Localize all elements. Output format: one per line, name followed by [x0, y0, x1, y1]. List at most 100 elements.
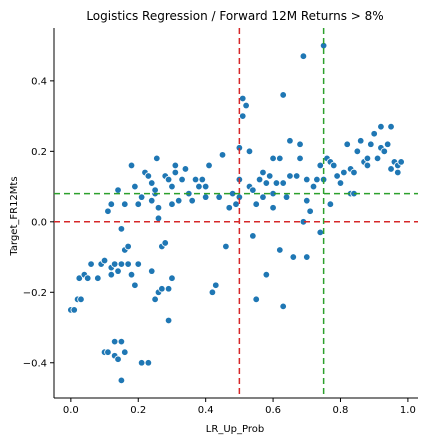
data-point [387, 122, 395, 131]
data-point [286, 137, 294, 145]
data-point [296, 140, 304, 148]
data-point [205, 161, 213, 170]
data-point [353, 147, 362, 156]
data-point [218, 151, 227, 159]
data-point [114, 267, 122, 275]
y-tick-label: −0.4 [23, 358, 47, 369]
data-point [161, 239, 169, 247]
data-point [387, 165, 395, 173]
data-point [121, 200, 129, 208]
data-point [134, 260, 142, 268]
data-point [104, 348, 112, 356]
data-point [316, 161, 324, 170]
data-point [303, 175, 311, 184]
data-point [269, 204, 277, 212]
data-point [249, 232, 257, 240]
data-point [107, 200, 115, 208]
data-point [144, 359, 153, 367]
data-point [164, 175, 173, 184]
data-point [296, 154, 304, 163]
data-point [164, 285, 173, 293]
data-point [225, 204, 233, 212]
data-point [306, 207, 314, 215]
data-point [303, 253, 311, 261]
data-point [195, 182, 203, 191]
data-point [279, 302, 287, 311]
data-point [201, 182, 210, 191]
data-point [252, 200, 260, 208]
data-point [397, 158, 405, 166]
x-axis-label: LR_Up_Prob [206, 424, 264, 435]
data-point [77, 295, 85, 304]
data-point [377, 122, 385, 131]
data-point [114, 186, 122, 194]
data-point [286, 172, 294, 180]
data-point [124, 260, 132, 268]
x-tick-label: 0.4 [198, 405, 214, 416]
data-point [330, 161, 338, 170]
data-point [164, 316, 173, 325]
data-point [94, 274, 102, 282]
data-point [151, 295, 159, 304]
data-point [127, 270, 136, 279]
data-point [87, 260, 95, 268]
data-point [242, 101, 250, 110]
data-point [269, 154, 277, 163]
data-points [67, 41, 405, 385]
chart-title: Logistics Regression / Forward 12M Retur… [86, 9, 383, 23]
data-point [289, 253, 297, 261]
data-point [175, 196, 183, 205]
data-point [272, 179, 281, 187]
data-point [394, 168, 402, 177]
x-axis-ticks: 0.0 0.2 0.4 0.6 0.8 1.0 [63, 398, 416, 416]
data-point [383, 140, 392, 148]
data-point [70, 306, 78, 314]
data-point [168, 200, 176, 208]
data-point [168, 274, 176, 282]
data-point [239, 112, 247, 120]
data-point [266, 172, 274, 180]
data-point [201, 193, 210, 201]
data-point [158, 285, 166, 293]
data-point [292, 172, 301, 180]
data-point [154, 204, 163, 212]
data-point [262, 179, 271, 187]
data-point [131, 281, 139, 289]
data-point [380, 147, 388, 156]
data-point [313, 175, 321, 184]
data-point [148, 196, 156, 205]
data-point [75, 274, 83, 282]
data-point [340, 168, 348, 177]
data-point [299, 52, 308, 60]
y-tick-label: 0.4 [31, 76, 47, 87]
data-point [309, 182, 318, 191]
data-point [148, 179, 156, 187]
data-point [282, 193, 291, 201]
data-point [350, 168, 358, 177]
data-point [316, 228, 324, 237]
data-point [276, 154, 284, 163]
y-axis-ticks: −0.4 −0.2 0.0 0.2 0.4 [23, 76, 54, 369]
data-point [84, 274, 92, 282]
data-point [343, 140, 351, 148]
data-point [357, 137, 365, 145]
data-point [134, 200, 142, 208]
x-tick-label: 0.2 [130, 405, 146, 416]
data-point [336, 179, 345, 187]
data-point [276, 246, 284, 254]
data-point [245, 147, 254, 156]
data-point [363, 154, 372, 163]
data-point [198, 175, 206, 184]
data-point [171, 168, 180, 177]
data-point [191, 175, 200, 184]
data-point [114, 355, 122, 363]
data-point [370, 130, 378, 138]
data-point [117, 225, 126, 233]
data-point [100, 256, 109, 265]
data-point [255, 175, 264, 184]
data-point [171, 161, 180, 170]
data-point [222, 242, 230, 251]
data-point [326, 200, 335, 208]
data-point [117, 376, 126, 385]
